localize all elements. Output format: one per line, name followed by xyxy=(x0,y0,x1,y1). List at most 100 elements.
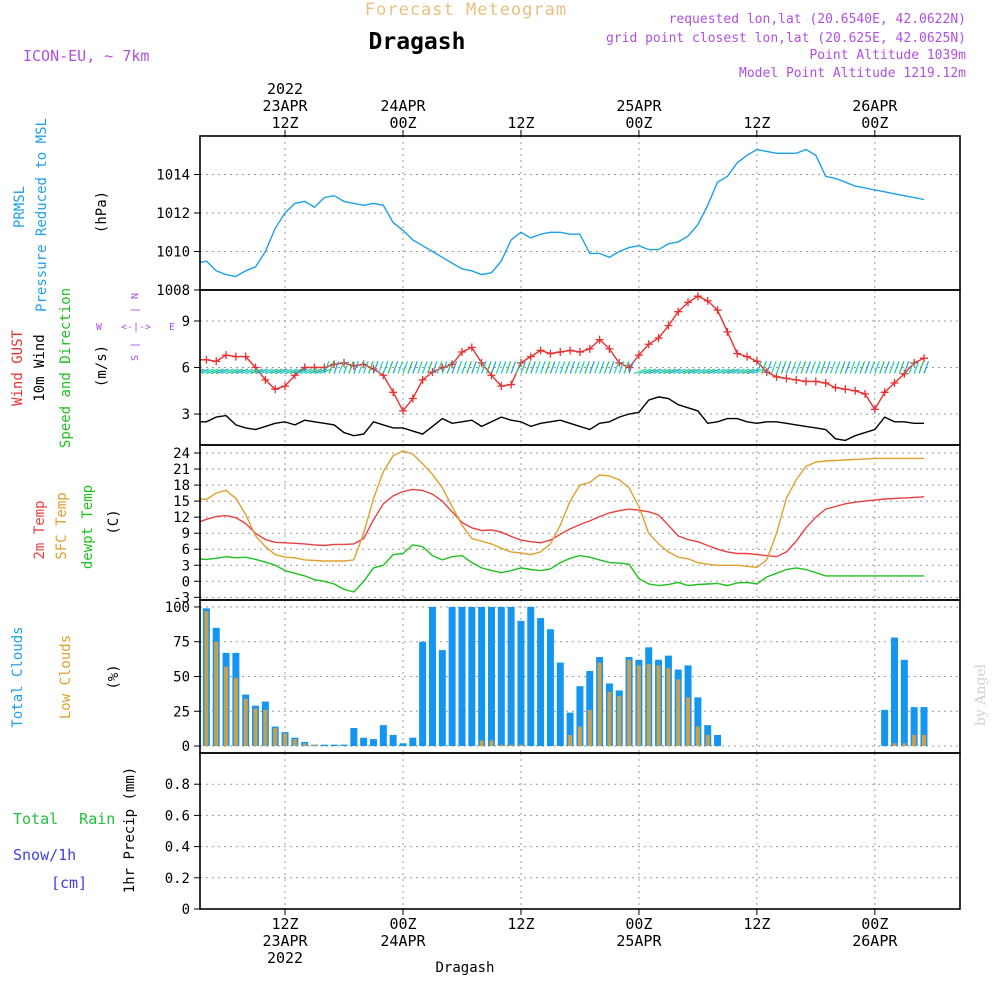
gust-marker xyxy=(398,406,407,415)
wind-direction-arrow xyxy=(358,361,364,374)
low-cloud-bar xyxy=(617,695,622,747)
low-cloud-bar xyxy=(243,698,248,747)
total-cloud-bar xyxy=(468,606,476,747)
wind-direction-arrow xyxy=(608,361,615,374)
wind-ytick-label: 3 xyxy=(182,407,190,423)
wind-direction-arrow xyxy=(732,368,745,375)
wind-direction-arrow xyxy=(697,368,711,375)
wind-direction-arrow xyxy=(712,368,726,375)
wind-direction-arrow xyxy=(918,361,925,374)
model-altitude: Model Point Altitude 1219.12m xyxy=(739,66,966,81)
wind-direction-arrow xyxy=(678,368,691,375)
clouds-unit: (%) xyxy=(106,664,122,689)
wind-direction-arrow xyxy=(633,368,647,375)
precip-label-rain: Total Rain xyxy=(13,810,115,828)
wind-direction-arrow xyxy=(309,368,323,375)
bottom-axis-label: 24APR xyxy=(380,932,426,950)
gust-marker xyxy=(281,382,290,391)
total-cloud-bar xyxy=(527,606,535,747)
wind-direction-arrow xyxy=(338,361,345,374)
wind-direction-arrow xyxy=(908,361,915,374)
total-cloud-bar xyxy=(438,650,446,747)
wind-direction-arrow xyxy=(441,361,448,374)
total-cloud-bar xyxy=(360,737,368,747)
gust-marker xyxy=(693,292,702,301)
compass-arrow-up: | xyxy=(130,307,141,313)
gust-marker xyxy=(634,351,643,360)
low-cloud-bar xyxy=(312,744,317,747)
wind-direction-arrow xyxy=(471,361,477,374)
gust-marker xyxy=(507,380,516,389)
wind-direction-arrow xyxy=(766,361,772,374)
compass-west: W xyxy=(96,322,103,333)
total-cloud-bar xyxy=(910,707,918,747)
wind-direction-arrow xyxy=(702,368,716,375)
low-cloud-bar xyxy=(568,734,573,747)
gust-marker xyxy=(526,352,535,361)
wind-direction-arrow xyxy=(200,368,205,372)
temp-side-labels: 2m Temp SFC Temp dewpt Temp (C) xyxy=(32,485,122,569)
gust-marker xyxy=(861,389,869,398)
footer-location: Dragash xyxy=(435,960,494,976)
pressure-label-msl: Pressure Reduced to MSL xyxy=(34,118,50,312)
gust-marker xyxy=(605,344,614,353)
top-axis-label: 23APR xyxy=(262,97,308,115)
low-cloud-bar xyxy=(518,744,523,747)
wind-direction-arrow xyxy=(737,368,750,375)
bottom-axis-label: 25APR xyxy=(616,932,662,950)
wind-ytick-label: 6 xyxy=(182,361,190,377)
top-axis-label: 26APR xyxy=(852,97,898,115)
gust-marker xyxy=(802,377,811,386)
gust-marker xyxy=(173,360,181,368)
wind-direction-arrow xyxy=(500,361,507,374)
low-cloud-bar xyxy=(233,677,238,747)
total-cloud-bar xyxy=(920,707,928,747)
low-cloud-bar xyxy=(499,744,504,747)
gust-marker xyxy=(340,358,349,367)
wind-direction-arrow xyxy=(849,361,856,374)
pressure-series-0 xyxy=(200,148,925,278)
wind-direction-arrow xyxy=(402,361,408,374)
wind-direction-arrow xyxy=(476,361,482,374)
wind-direction-arrow xyxy=(864,361,871,374)
gust-marker xyxy=(841,385,850,394)
wind-direction-arrow xyxy=(343,361,350,374)
pressure-ytick-label: 1008 xyxy=(156,283,190,299)
clouds-ytick-label: 75 xyxy=(173,635,190,651)
total-cloud-bar xyxy=(497,606,505,747)
wind-direction-arrow xyxy=(727,368,740,375)
wind-compass: N | W <-|-> E | S xyxy=(96,293,175,361)
wind-direction-arrow xyxy=(211,368,224,375)
precip-panel: 0 0.2 0.4 0.6 0.8 xyxy=(165,752,961,918)
wind-direction-arrow xyxy=(387,361,394,374)
wind-side-labels: Wind GUST 10m Wind Speed and Direction (… xyxy=(10,288,110,448)
wind-direction-arrow xyxy=(279,368,293,375)
gust-marker xyxy=(418,375,427,384)
low-cloud-bar xyxy=(253,708,258,747)
wind-direction-arrow xyxy=(687,368,701,375)
low-cloud-bar xyxy=(224,666,229,747)
temp-ytick-label: 6 xyxy=(182,542,190,558)
low-cloud-bar xyxy=(165,635,169,746)
temp-ytick-label: 18 xyxy=(173,478,190,494)
wind-direction-arrow xyxy=(839,361,846,374)
pressure-unit: (hPa) xyxy=(94,191,110,233)
wind-direction-arrow xyxy=(707,368,721,375)
wind-direction-arrow xyxy=(260,368,273,375)
bottom-axis-label: 23APR xyxy=(262,932,308,950)
pressure-ytick-label: 1014 xyxy=(156,168,190,184)
low-cloud-bar xyxy=(214,641,219,747)
wind-direction-arrow xyxy=(225,368,239,375)
wind-direction-arrow xyxy=(270,368,283,375)
bottom-axis-label: 12Z xyxy=(743,915,770,933)
gust-marker xyxy=(556,348,565,356)
gust-marker xyxy=(546,349,555,358)
wind-direction-arrow xyxy=(525,361,531,374)
low-cloud-bar xyxy=(185,635,189,746)
bottom-axis-label: 12Z xyxy=(507,915,534,933)
wind-direction-arrow xyxy=(535,361,541,374)
gust-marker xyxy=(831,383,840,392)
gust-marker xyxy=(772,372,781,381)
gust-marker xyxy=(752,357,761,366)
